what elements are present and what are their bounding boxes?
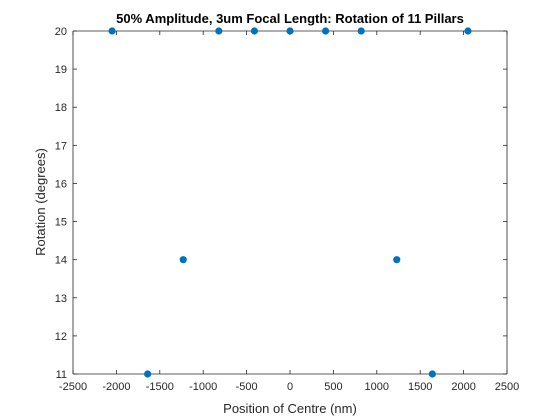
data-point [108, 27, 116, 35]
data-point [286, 27, 294, 35]
y-tick-label: 14 [55, 255, 67, 267]
data-point [357, 27, 365, 35]
x-axis-label: Position of Centre (nm) [223, 401, 357, 416]
y-tick-label: 16 [55, 178, 67, 190]
data-point [250, 27, 259, 35]
x-tick-label: -1500 [146, 381, 174, 393]
y-tick-label: 20 [55, 26, 67, 38]
data-point [144, 370, 152, 378]
y-tick-label: 17 [55, 140, 67, 152]
data-point [428, 370, 436, 378]
y-tick-label: 11 [56, 369, 67, 381]
x-tick-label: 2000 [451, 381, 475, 393]
y-axis-label: Rotation (degrees) [33, 148, 48, 256]
chart-title: 50% Amplitude, 3um Focal Length: Rotatio… [116, 11, 464, 26]
x-tick-label: 2500 [495, 381, 519, 393]
y-tick-label: 19 [55, 64, 67, 76]
data-point [464, 27, 472, 35]
y-tick-label: 18 [55, 102, 67, 114]
x-axis-ticks: -2500 -2000 -1500 -1000 -500 0 500 1000 1500 2000… [59, 31, 519, 393]
plot-area [72, 30, 508, 375]
data-point [393, 256, 401, 264]
y-tick-label: 12 [55, 331, 67, 343]
x-tick-label: 0 [287, 381, 293, 393]
y-tick-label: 15 [55, 217, 67, 229]
data-points [108, 27, 472, 378]
plot-background [73, 31, 507, 374]
x-tick-label: -2500 [59, 381, 87, 393]
data-point [321, 27, 330, 35]
x-tick-label: -2000 [102, 381, 130, 393]
y-tick-label: 13 [55, 293, 67, 305]
data-point [179, 256, 187, 264]
x-tick-label: -500 [236, 381, 258, 393]
y-axis-ticks: 11 12 13 14 15 16 17 18 19 20 [55, 26, 507, 381]
data-point [215, 27, 223, 35]
x-tick-label: -1000 [189, 381, 217, 393]
x-tick-label: 1500 [408, 381, 432, 393]
x-tick-label: 1000 [365, 381, 389, 393]
x-tick-label: 500 [324, 381, 342, 393]
